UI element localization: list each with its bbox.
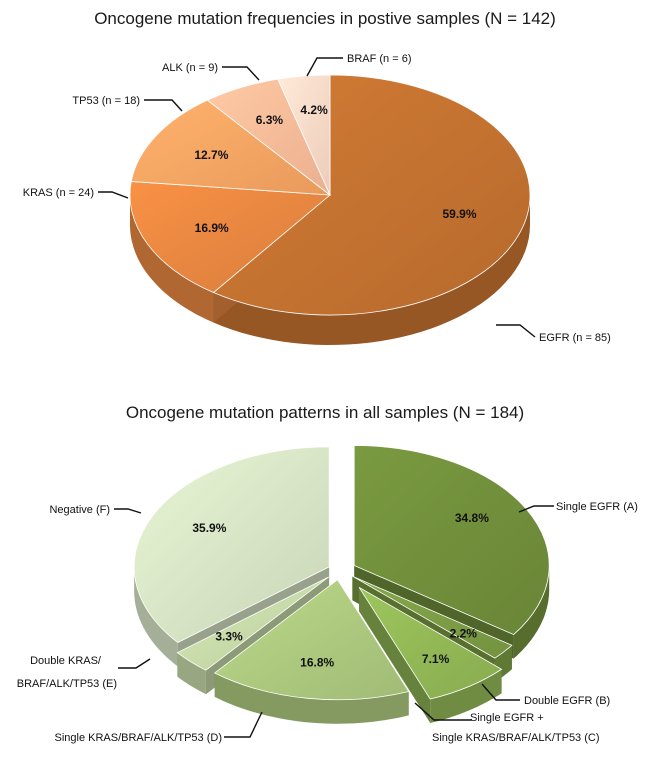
- chart-2-slice-0: [353, 445, 550, 636]
- chart-2-slice-4: [176, 576, 329, 671]
- chart-2-leader-d: [224, 711, 263, 738]
- chart-2-leader-a: [518, 505, 554, 513]
- chart-2-label-c-line1: Single EGFR +: [470, 712, 544, 724]
- chart-1-slice-2: [130, 99, 332, 196]
- chart-1-leader-kras: [98, 191, 129, 199]
- chart-1-slice-0-wall-0: [213, 195, 530, 345]
- chart-1-percent-label-2: 12.7%: [194, 148, 228, 162]
- chart-2-percent-label-1: 2.2%: [450, 627, 478, 641]
- chart-2-percent-label-2: 7.1%: [422, 652, 450, 666]
- chart-2-slice-3: [214, 579, 410, 701]
- chart-1-title: Oncogene mutation frequencies in postive…: [94, 9, 556, 28]
- chart-1-slice-4: [277, 74, 331, 196]
- chart-2-percent-label-0: 34.8%: [455, 511, 489, 525]
- chart-1-leader-tp53: [144, 99, 183, 112]
- chart-1-slice-1-wall-0: [130, 195, 214, 323]
- chart-1-label-braf: BRAF (n = 6): [347, 53, 412, 65]
- chart-1-leader-egfr: [496, 324, 536, 338]
- chart-2-label-a: Single EGFR (A): [556, 501, 638, 513]
- chart-2-leader-f: [114, 508, 142, 514]
- chart-2-slice-2-side-1: [359, 587, 431, 724]
- chart-2-percent-label-3: 16.8%: [300, 655, 334, 669]
- chart-2-percent-label-5: 35.9%: [192, 521, 226, 535]
- chart-2: 34.8% 2.2%7.1% 16.8% 3.3% 35.9%: [133, 445, 550, 724]
- chart-2-slice-5: [133, 446, 330, 643]
- chart-2-leader-b: [481, 683, 520, 701]
- chart-2-slice-2-wall-0: [430, 669, 502, 724]
- chart-1-percent-label-3: 6.3%: [256, 113, 284, 127]
- chart-2-label-e-line2: BRAF/ALK/TP53 (E): [17, 678, 117, 690]
- chart-2-slice-0-wall-0: [513, 565, 550, 659]
- chart-1-percent-label-1: 16.9%: [195, 221, 229, 235]
- chart-2-title: Oncogene mutation patterns in all sample…: [126, 403, 524, 422]
- chart-2-slice-5-wall-0: [134, 566, 178, 667]
- chart-2-label-c-line2: Single KRAS/BRAF/ALK/TP53 (C): [432, 732, 600, 744]
- chart-1-percent-label-4: 4.2%: [300, 103, 328, 117]
- chart-2-label-d: Single KRAS/BRAF/ALK/TP53 (D): [54, 732, 222, 744]
- chart-2-label-f: Negative (F): [49, 504, 110, 516]
- chart-1-leader-braf: [306, 57, 343, 77]
- chart-2-percent-label-4: 3.3%: [215, 630, 243, 644]
- chart-1: 59.9% 16.9% 12.7% 6.3% 4.2%: [129, 74, 531, 345]
- chart-1-label-alk: ALK (n = 9): [162, 62, 218, 74]
- chart-1-label-tp53: TP53 (n = 18): [72, 95, 140, 107]
- chart-2-label-b: Double EGFR (B): [524, 695, 610, 707]
- chart-2-slice-3-wall-0: [214, 672, 409, 724]
- chart-2-slice-1: [352, 575, 513, 659]
- chart-1-slice-1: [129, 181, 332, 293]
- chart-1-leader-alk: [222, 66, 260, 81]
- chart-1-label-egfr: EGFR (n = 85): [539, 332, 611, 344]
- chart-1-label-kras: KRAS (n = 24): [23, 187, 94, 199]
- chart-1-slice-0: [212, 74, 531, 316]
- chart-2-leader-e: [118, 658, 151, 669]
- chart-1-percent-label-0: 59.9%: [442, 207, 476, 221]
- chart-2-slice-2: [358, 586, 503, 700]
- chart-2-slice-4-wall-0: [177, 652, 206, 695]
- chart-2-label-e-line1: Double KRAS/: [30, 655, 102, 667]
- chart-2-leader-c: [414, 702, 472, 721]
